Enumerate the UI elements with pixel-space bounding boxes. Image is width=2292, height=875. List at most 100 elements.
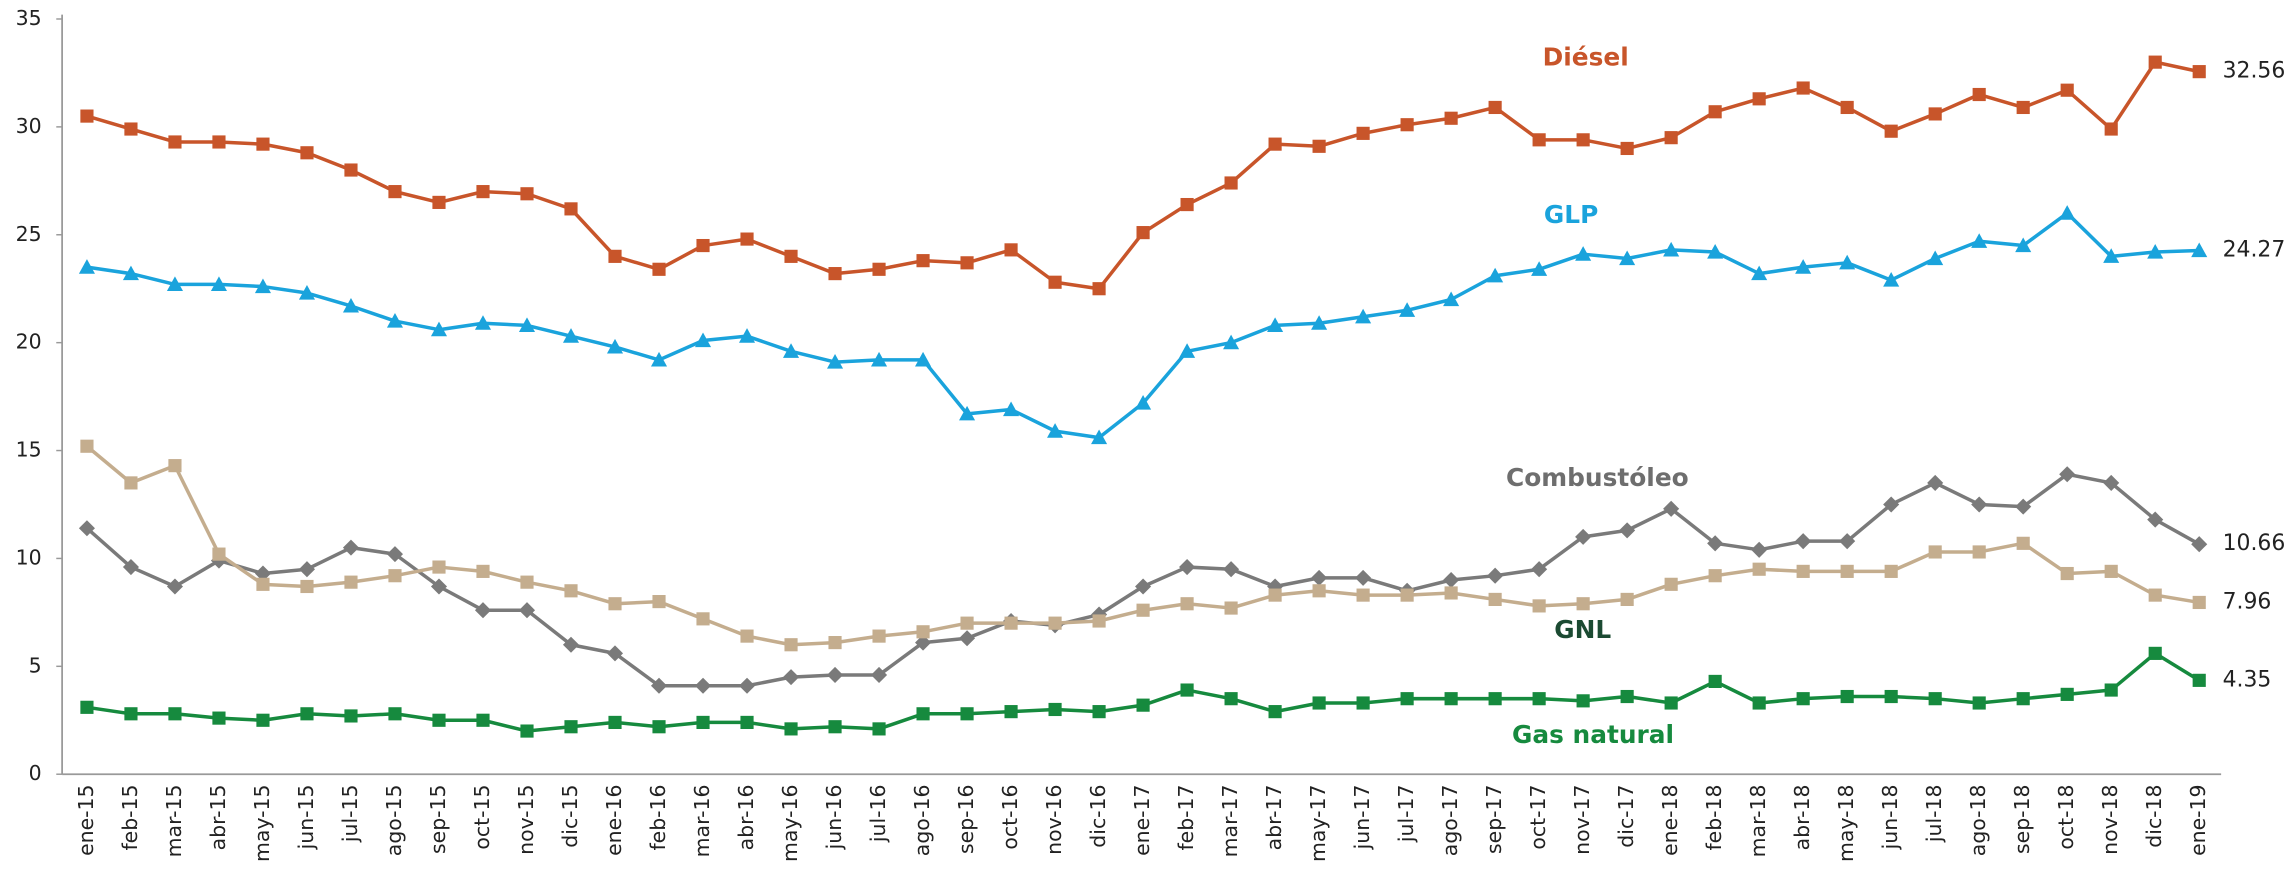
x-tick-label: sep-17	[1482, 784, 1506, 854]
marker	[828, 720, 841, 733]
x-tick-label: may-18	[1834, 784, 1858, 862]
x-tick-label: feb-18	[1702, 784, 1726, 850]
x-tick-label: abr-16	[734, 784, 758, 850]
marker	[784, 722, 797, 735]
x-tick-label: mar-16	[690, 784, 714, 857]
x-tick-label: abr-18	[1790, 784, 1814, 850]
marker	[1313, 140, 1326, 153]
x-tick-label: jul-17	[1394, 784, 1418, 843]
marker	[1004, 243, 1017, 256]
marker	[1929, 107, 1942, 120]
marker	[2105, 683, 2118, 696]
marker	[2017, 692, 2030, 705]
marker	[1533, 599, 1546, 612]
x-tick-label: mar-18	[1746, 784, 1770, 857]
x-tick-label: ago-15	[382, 784, 406, 856]
marker	[2193, 674, 2206, 687]
x-tick-label: may-16	[778, 784, 802, 862]
y-tick-label: 0	[29, 761, 42, 785]
marker	[916, 254, 929, 267]
x-tick-label: ene-18	[1658, 784, 1682, 855]
marker	[1885, 690, 1898, 703]
x-tick-label: sep-15	[426, 784, 450, 854]
x-tick-label: jun-15	[294, 784, 318, 850]
marker	[1753, 563, 1766, 576]
marker	[1137, 699, 1150, 712]
marker	[872, 263, 885, 276]
marker	[1709, 569, 1722, 582]
marker	[828, 267, 841, 280]
marker	[916, 625, 929, 638]
marker	[1841, 101, 1854, 114]
marker	[1004, 705, 1017, 718]
marker	[872, 722, 885, 735]
marker	[1577, 694, 1590, 707]
marker	[916, 707, 929, 720]
marker	[124, 707, 137, 720]
marker	[300, 707, 313, 720]
series-label: Combustóleo	[1506, 463, 1689, 492]
marker	[1313, 584, 1326, 597]
marker	[784, 638, 797, 651]
marker	[828, 636, 841, 649]
marker	[520, 187, 533, 200]
x-tick-label: nov-18	[2098, 784, 2122, 854]
end-value-label: 10.66	[2223, 531, 2286, 556]
x-tick-label: sep-18	[2010, 784, 2034, 854]
x-tick-label: jul-15	[338, 784, 362, 843]
chart: 05101520253035ene-15feb-15mar-15abr-15ma…	[0, 0, 2292, 875]
marker	[1533, 692, 1546, 705]
series-label: Gas natural	[1512, 720, 1674, 749]
y-tick-label: 35	[16, 6, 42, 30]
marker	[1092, 282, 1105, 295]
marker	[2061, 84, 2074, 97]
marker	[1797, 565, 1810, 578]
marker	[1489, 101, 1502, 114]
series-label: GLP	[1544, 200, 1598, 229]
marker	[2149, 647, 2162, 660]
marker	[1445, 692, 1458, 705]
marker	[1401, 589, 1414, 602]
marker	[432, 560, 445, 573]
marker	[168, 135, 181, 148]
marker	[740, 716, 753, 729]
marker	[564, 202, 577, 215]
marker	[1137, 604, 1150, 617]
x-tick-label: feb-16	[646, 784, 670, 850]
x-tick-label: jun-17	[1350, 784, 1374, 850]
x-tick-label: may-17	[1306, 784, 1330, 862]
marker	[432, 196, 445, 209]
marker	[1225, 601, 1238, 614]
x-tick-label: dic-16	[1086, 784, 1110, 847]
x-tick-label: nov-17	[1570, 784, 1594, 854]
x-tick-label: may-15	[250, 784, 274, 862]
marker	[212, 135, 225, 148]
marker	[2149, 56, 2162, 69]
x-tick-label: jun-16	[822, 784, 846, 850]
marker	[1929, 545, 1942, 558]
marker	[212, 548, 225, 561]
marker	[1137, 226, 1150, 239]
x-tick-label: mar-15	[162, 784, 186, 857]
x-tick-label: oct-18	[2054, 784, 2078, 849]
marker	[1973, 88, 1986, 101]
marker	[696, 239, 709, 252]
marker	[608, 716, 621, 729]
series-label: Diésel	[1543, 42, 1629, 71]
x-tick-label: ene-19	[2186, 784, 2210, 855]
marker	[1048, 276, 1061, 289]
marker	[1797, 692, 1810, 705]
x-tick-label: ene-15	[74, 784, 98, 855]
x-tick-label: dic-18	[2142, 784, 2166, 847]
marker	[2061, 688, 2074, 701]
x-tick-label: oct-17	[1526, 784, 1550, 849]
marker	[1401, 118, 1414, 131]
marker	[1841, 690, 1854, 703]
x-tick-label: abr-17	[1262, 784, 1286, 850]
marker	[1489, 593, 1502, 606]
marker	[1357, 127, 1370, 140]
x-tick-label: jul-16	[866, 784, 890, 843]
x-tick-label: abr-15	[206, 784, 230, 850]
marker	[608, 250, 621, 263]
marker	[476, 185, 489, 198]
